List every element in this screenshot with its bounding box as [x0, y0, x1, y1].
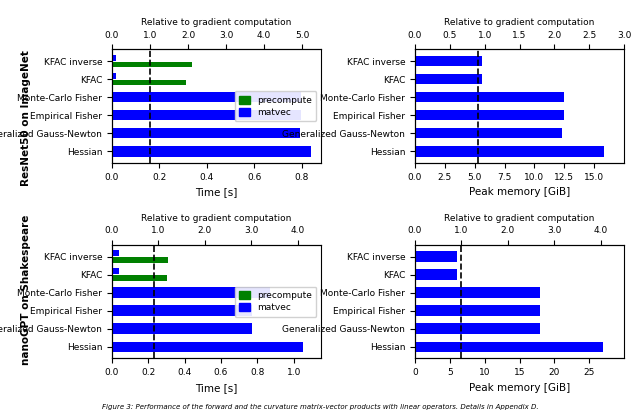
Bar — [112, 342, 303, 352]
Bar — [112, 92, 301, 103]
Bar — [112, 275, 166, 281]
Bar — [415, 92, 564, 103]
X-axis label: Relative to gradient computation: Relative to gradient computation — [444, 213, 595, 222]
Bar — [112, 257, 168, 263]
Bar — [415, 74, 482, 84]
Bar — [415, 288, 540, 298]
X-axis label: Peak memory [GiB]: Peak memory [GiB] — [469, 383, 570, 393]
Bar — [415, 110, 564, 120]
Bar — [112, 80, 186, 85]
Bar — [112, 128, 300, 138]
X-axis label: Time [s]: Time [s] — [195, 383, 237, 393]
Bar — [112, 269, 119, 274]
Bar — [415, 305, 540, 316]
Bar — [112, 55, 116, 61]
Text: Figure 3: Performance of the forward and the curvature matrix-vector products wi: Figure 3: Performance of the forward and… — [102, 404, 538, 410]
Bar — [112, 305, 252, 316]
X-axis label: Peak memory [GiB]: Peak memory [GiB] — [469, 187, 570, 197]
Bar — [415, 56, 482, 66]
Text: ResNet50 on ImageNet: ResNet50 on ImageNet — [20, 51, 31, 186]
Bar — [415, 269, 457, 280]
Bar — [112, 146, 312, 157]
Bar — [112, 110, 301, 120]
X-axis label: Time [s]: Time [s] — [195, 187, 237, 197]
Legend: precompute, matvec: precompute, matvec — [234, 287, 316, 317]
Bar — [112, 288, 270, 298]
Bar — [415, 146, 604, 157]
Text: nanoGPT on Shakespeare: nanoGPT on Shakespeare — [20, 214, 31, 365]
Bar — [415, 251, 457, 262]
X-axis label: Relative to gradient computation: Relative to gradient computation — [444, 18, 595, 27]
Bar — [112, 61, 191, 67]
X-axis label: Relative to gradient computation: Relative to gradient computation — [141, 213, 292, 222]
Bar — [415, 342, 603, 352]
Bar — [415, 128, 562, 138]
Bar — [112, 73, 116, 79]
Bar — [415, 323, 540, 334]
Legend: precompute, matvec: precompute, matvec — [234, 91, 316, 121]
Bar — [112, 250, 119, 256]
Bar — [112, 323, 252, 334]
X-axis label: Relative to gradient computation: Relative to gradient computation — [141, 18, 292, 27]
